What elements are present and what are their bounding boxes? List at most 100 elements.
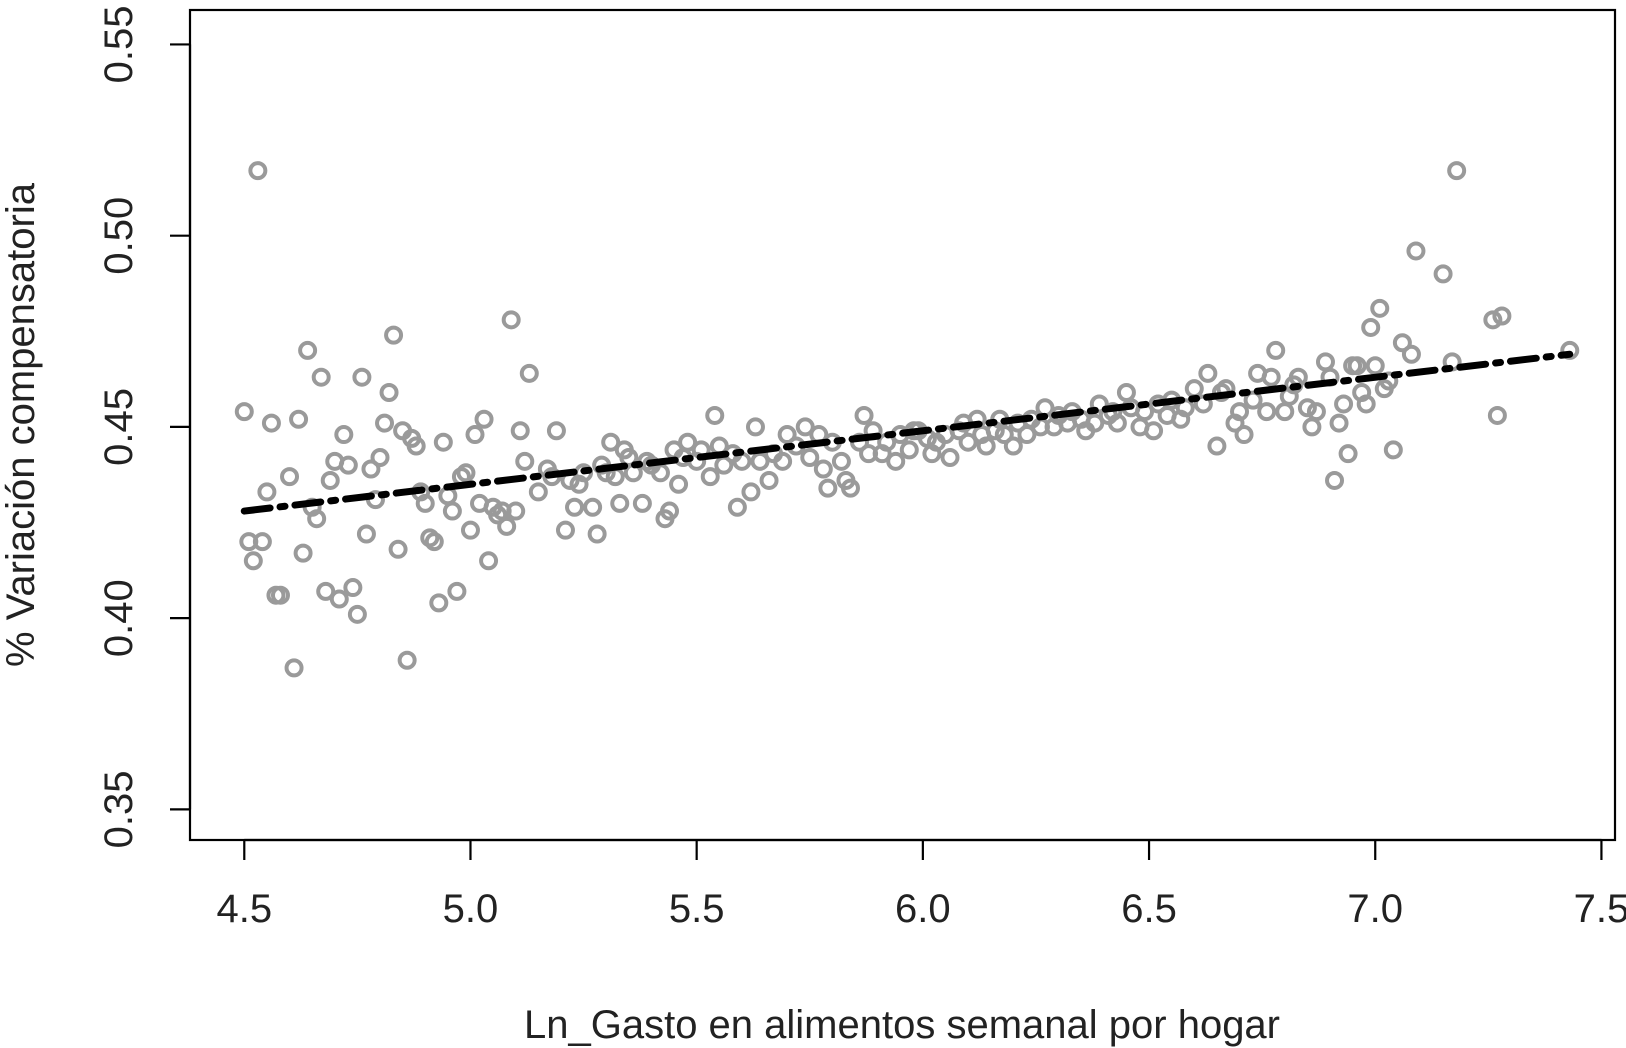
data-point [352, 367, 372, 387]
data-point [800, 448, 820, 468]
data-point [479, 551, 499, 571]
y-tick-label: 0.35 [97, 770, 141, 848]
data-point [1487, 405, 1507, 425]
data-point [1297, 398, 1317, 418]
data-point [1433, 264, 1453, 284]
y-tick-label: 0.40 [97, 579, 141, 657]
y-axis-title: % Variación compensatoria [0, 182, 43, 667]
data-point [795, 417, 815, 437]
data-point [610, 493, 630, 513]
data-point [741, 482, 761, 502]
y-tick-label: 0.55 [97, 5, 141, 83]
data-point [1184, 379, 1204, 399]
data-point [501, 310, 521, 330]
x-tick-label: 7.5 [1574, 887, 1626, 931]
data-point [632, 493, 652, 513]
data-point [311, 367, 331, 387]
x-tick-label: 5.5 [669, 887, 725, 931]
data-point [338, 455, 358, 475]
data-point [519, 363, 539, 383]
data-point [669, 474, 689, 494]
data-point [361, 459, 381, 479]
x-tick-label: 6.0 [895, 887, 951, 931]
data-point [705, 405, 725, 425]
x-tick-label: 4.5 [216, 887, 272, 931]
data-point [320, 470, 340, 490]
data-point [1275, 402, 1295, 422]
data-point [460, 520, 480, 540]
data-point [506, 501, 526, 521]
data-point [234, 402, 254, 422]
data-point [424, 532, 444, 552]
data-point [510, 421, 530, 441]
data-point [284, 658, 304, 678]
data-point [248, 161, 268, 181]
data-point [587, 524, 607, 544]
data-point [1392, 333, 1412, 353]
data-point [840, 478, 860, 498]
data-point [433, 432, 453, 452]
data-point [1234, 425, 1254, 445]
data-point [940, 448, 960, 468]
data-point [1347, 356, 1367, 376]
data-point [261, 413, 281, 433]
data-point [1089, 394, 1109, 414]
data-point [1315, 352, 1335, 372]
data-point [565, 497, 585, 517]
data-point [257, 482, 277, 502]
data-point [1447, 161, 1467, 181]
data-point [293, 543, 313, 563]
data-point [1198, 363, 1218, 383]
data-point [474, 409, 494, 429]
data-point [243, 551, 263, 571]
data-point [886, 451, 906, 471]
data-point [1361, 317, 1381, 337]
data-point [1483, 310, 1503, 330]
data-point [356, 524, 376, 544]
data-point [252, 532, 272, 552]
plot-area [234, 161, 1580, 678]
data-point [280, 467, 300, 487]
data-point [1003, 436, 1023, 456]
data-point [397, 650, 417, 670]
data-point [270, 585, 290, 605]
data-point [415, 493, 435, 513]
data-point [384, 325, 404, 345]
data-point [447, 581, 467, 601]
data-point [388, 539, 408, 559]
x-axis: 4.5 5.0 5.5 6.0 6.5 7.0 7.5 [216, 838, 1626, 931]
y-axis: 0.35 0.40 0.45 0.50 0.55 [97, 5, 192, 848]
data-point [1085, 413, 1105, 433]
data-point [1492, 306, 1512, 326]
data-point [546, 421, 566, 441]
data-point [515, 451, 535, 471]
data-point [298, 340, 318, 360]
data-point [958, 432, 978, 452]
data-point [976, 436, 996, 456]
data-point [1207, 436, 1227, 456]
data-point [777, 425, 797, 445]
data-point [727, 497, 747, 517]
x-tick-label: 5.0 [443, 887, 499, 931]
data-point [899, 440, 919, 460]
data-point [773, 451, 793, 471]
data-point [289, 409, 309, 429]
data-point [1266, 340, 1286, 360]
data-point [1356, 394, 1376, 414]
data-point [1243, 390, 1263, 410]
data-point [750, 451, 770, 471]
data-point [555, 520, 575, 540]
data-point [1383, 440, 1403, 460]
data-point [1406, 241, 1426, 261]
data-point [438, 486, 458, 506]
data-point [1365, 356, 1385, 376]
trend-line [240, 350, 1574, 515]
data-point [465, 425, 485, 445]
data-point [678, 432, 698, 452]
data-point [1329, 413, 1349, 433]
data-point [429, 593, 449, 613]
x-axis-title: Ln_Gasto en alimentos semanal por hogar [524, 1003, 1280, 1047]
y-tick-label: 0.50 [97, 197, 141, 275]
data-point [831, 451, 851, 471]
